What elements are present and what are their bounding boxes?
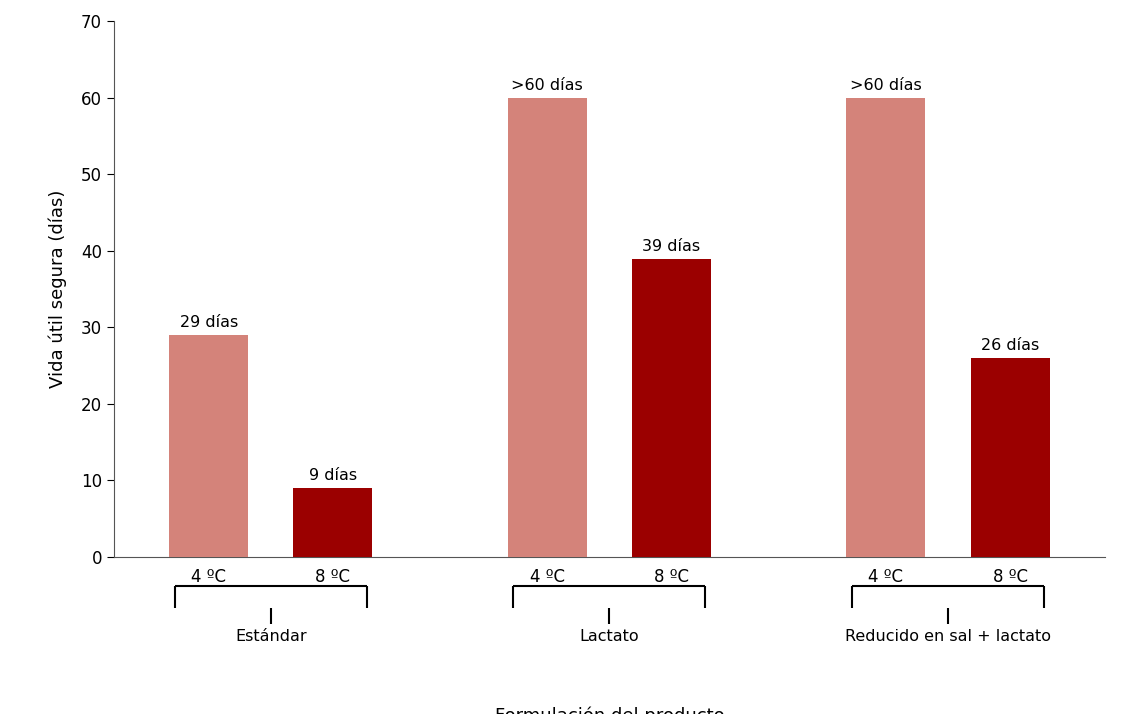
Text: 29 días: 29 días (180, 316, 238, 331)
Text: Formulación del producto: Formulación del producto (494, 707, 724, 714)
Bar (632, 258, 711, 557)
Text: >60 días: >60 días (511, 79, 583, 94)
Text: Lactato: Lactato (580, 629, 639, 644)
Text: Estándar: Estándar (235, 629, 306, 644)
Text: Reducido en sal + lactato: Reducido en sal + lactato (845, 629, 1051, 644)
Text: 39 días: 39 días (642, 239, 700, 254)
Y-axis label: Vida útil segura (días): Vida útil segura (días) (49, 190, 67, 388)
Text: 26 días: 26 días (981, 338, 1039, 353)
Bar (294, 488, 372, 557)
Bar (970, 358, 1049, 557)
Text: >60 días: >60 días (850, 79, 921, 94)
Bar (508, 98, 587, 557)
Bar (170, 335, 248, 557)
Bar (846, 98, 925, 557)
Text: 9 días: 9 días (309, 468, 357, 483)
